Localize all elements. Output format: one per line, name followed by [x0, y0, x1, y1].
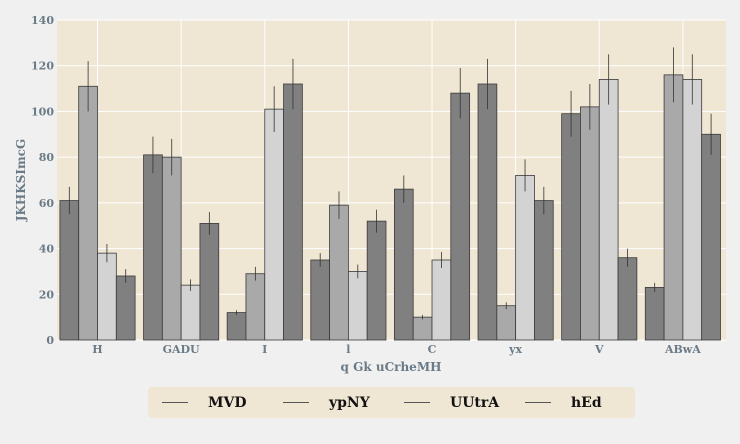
y-tick-label: 120: [31, 60, 54, 73]
bar-UUtrA-ABwA: [682, 79, 703, 341]
bar-UUtrA-GADU: [180, 284, 201, 341]
x-tick-label: GADU: [163, 343, 200, 356]
bar-MVD-ABwA: [644, 287, 665, 341]
bar-hEd-V: [617, 257, 638, 341]
legend-swatch: [162, 402, 188, 403]
legend-swatch: [525, 402, 551, 403]
legend-item-3: hEd: [511, 395, 632, 411]
x-tick-label: ABwA: [664, 343, 701, 356]
x-tick-label: l: [346, 343, 350, 356]
bar-MVD-l: [310, 259, 330, 341]
bar-ypNY-V: [580, 106, 600, 341]
legend: MVD ypNY UUtrA hEd: [148, 387, 635, 418]
bar-hEd-l: [366, 220, 387, 341]
bar-ypNY-GADU: [161, 156, 182, 341]
x-tick-label: V: [594, 343, 604, 356]
bar-UUtrA-l: [347, 271, 368, 341]
y-tick-label: 40: [39, 243, 55, 256]
bar-MVD-GADU: [143, 154, 163, 341]
bar-hEd-GADU: [199, 223, 220, 341]
bar-ypNY-l: [329, 204, 349, 341]
x-axis-label: q Gk uCrheMH: [341, 360, 442, 374]
x-tick-label: I: [262, 343, 267, 356]
bar-MVD-I: [226, 312, 247, 341]
legend-label: ypNY: [329, 394, 370, 411]
legend-swatch: [404, 402, 430, 403]
bar-UUtrA-yx: [515, 175, 535, 341]
y-ticks: 0 20 40 60 80 100 120 140: [31, 14, 54, 347]
x-tick-label: C: [428, 343, 437, 356]
bar-ypNY-C: [412, 316, 433, 341]
y-tick-label: 80: [39, 151, 55, 164]
x-tick-label: H: [92, 343, 102, 356]
bars: [59, 47, 721, 341]
legend-item-1: ypNY: [269, 395, 390, 411]
legend-label: hEd: [571, 394, 602, 411]
x-tick-label: yx: [508, 343, 522, 356]
legend-label: MVD: [208, 394, 247, 411]
bar-UUtrA-C: [431, 259, 452, 341]
bar-MVD-H: [59, 200, 80, 341]
bar-UUtrA-V: [598, 79, 619, 341]
y-tick-label: 140: [31, 14, 54, 27]
bar-ypNY-yx: [496, 305, 517, 341]
legend-item-0: MVD: [148, 395, 269, 411]
legend-swatch: [283, 402, 309, 403]
y-tick-label: 0: [46, 334, 54, 347]
bar-hEd-yx: [534, 200, 554, 341]
bar-ypNY-ABwA: [663, 74, 684, 341]
bar-hEd-H: [115, 275, 136, 341]
bar-ypNY-H: [78, 85, 98, 341]
bar-hEd-I: [283, 83, 303, 341]
bar-UUtrA-I: [264, 108, 284, 341]
bar-UUtrA-H: [97, 252, 117, 341]
y-tick-label: 100: [31, 105, 54, 118]
bar-MVD-yx: [477, 83, 498, 341]
bar-MVD-V: [561, 113, 581, 341]
y-tick-label: 20: [39, 288, 55, 301]
legend-label: UUtrA: [450, 394, 500, 411]
bar-ypNY-I: [245, 273, 266, 341]
y-axis-label: JKHKSImcG: [14, 139, 28, 222]
bar-hEd-ABwA: [701, 133, 721, 341]
bar-MVD-C: [394, 188, 414, 341]
y-tick-label: 60: [39, 197, 55, 210]
legend-item-2: UUtrA: [390, 395, 511, 411]
bar-hEd-C: [450, 92, 471, 341]
